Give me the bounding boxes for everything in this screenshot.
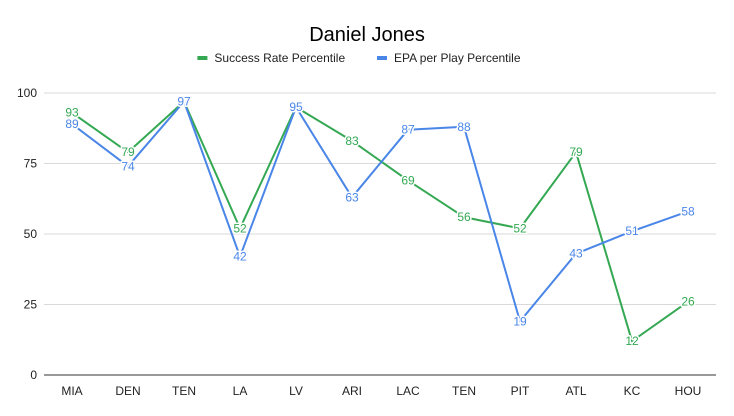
y-tick-label: 50 [24, 227, 38, 241]
x-tick-label: PIT [511, 384, 530, 398]
data-label: 87 [401, 123, 415, 137]
data-label: 43 [569, 247, 583, 261]
data-label: 26 [681, 295, 695, 309]
data-label: 79 [121, 145, 135, 159]
data-label: 83 [345, 134, 359, 148]
x-tick-label: ATL [565, 384, 586, 398]
data-label: 51 [625, 224, 639, 238]
data-label: 79 [569, 145, 583, 159]
data-label: 56 [457, 210, 471, 224]
x-tick-label: TEN [452, 384, 476, 398]
x-tick-label: LAC [396, 384, 420, 398]
data-label: 63 [345, 190, 359, 204]
data-label: 95 [289, 100, 303, 114]
legend-swatch [197, 56, 208, 60]
data-label: 93 [65, 106, 79, 120]
legend-label: EPA per Play Percentile [394, 51, 521, 65]
x-tick-label: TEN [172, 384, 196, 398]
data-label: 89 [65, 117, 79, 131]
data-label: 52 [513, 221, 527, 235]
x-tick-label: KC [624, 384, 641, 398]
legend-swatch [377, 56, 387, 60]
x-tick-label: HOU [675, 384, 702, 398]
y-tick-label: 75 [24, 157, 38, 171]
y-tick-label: 0 [30, 368, 37, 382]
data-label: 52 [233, 221, 247, 235]
legend-label: Success Rate Percentile [214, 51, 345, 65]
gridlines [44, 92, 716, 376]
data-label: 74 [121, 159, 135, 173]
data-label: 97 [177, 94, 191, 108]
data-label: 19 [513, 314, 527, 328]
x-tick-label: ARI [342, 384, 362, 398]
legend: Success Rate Percentile EPA per Play Perc… [197, 51, 521, 65]
chart-title: Daniel Jones [309, 24, 425, 46]
data-label: 12 [625, 334, 639, 348]
series-layer [71, 100, 689, 343]
y-axis-tick-labels: 0 25 50 75 100 [17, 86, 37, 382]
y-tick-label: 25 [24, 298, 38, 312]
series-line [71, 100, 689, 323]
x-axis-tick-labels: MIA DEN TEN LA LV ARI LAC TEN PIT ATL KC HOU [61, 384, 701, 398]
series-line [71, 100, 689, 343]
x-tick-label: MIA [61, 384, 82, 398]
data-label: 97 [177, 94, 191, 108]
x-tick-label: DEN [115, 384, 140, 398]
data-label: 42 [233, 250, 247, 264]
x-tick-label: LA [233, 384, 248, 398]
y-tick-label: 100 [17, 86, 37, 100]
data-label: 88 [457, 120, 471, 134]
data-label: 95 [289, 100, 303, 114]
data-label: 58 [681, 204, 695, 218]
data-label: 69 [401, 173, 415, 187]
x-tick-label: LV [289, 384, 303, 398]
